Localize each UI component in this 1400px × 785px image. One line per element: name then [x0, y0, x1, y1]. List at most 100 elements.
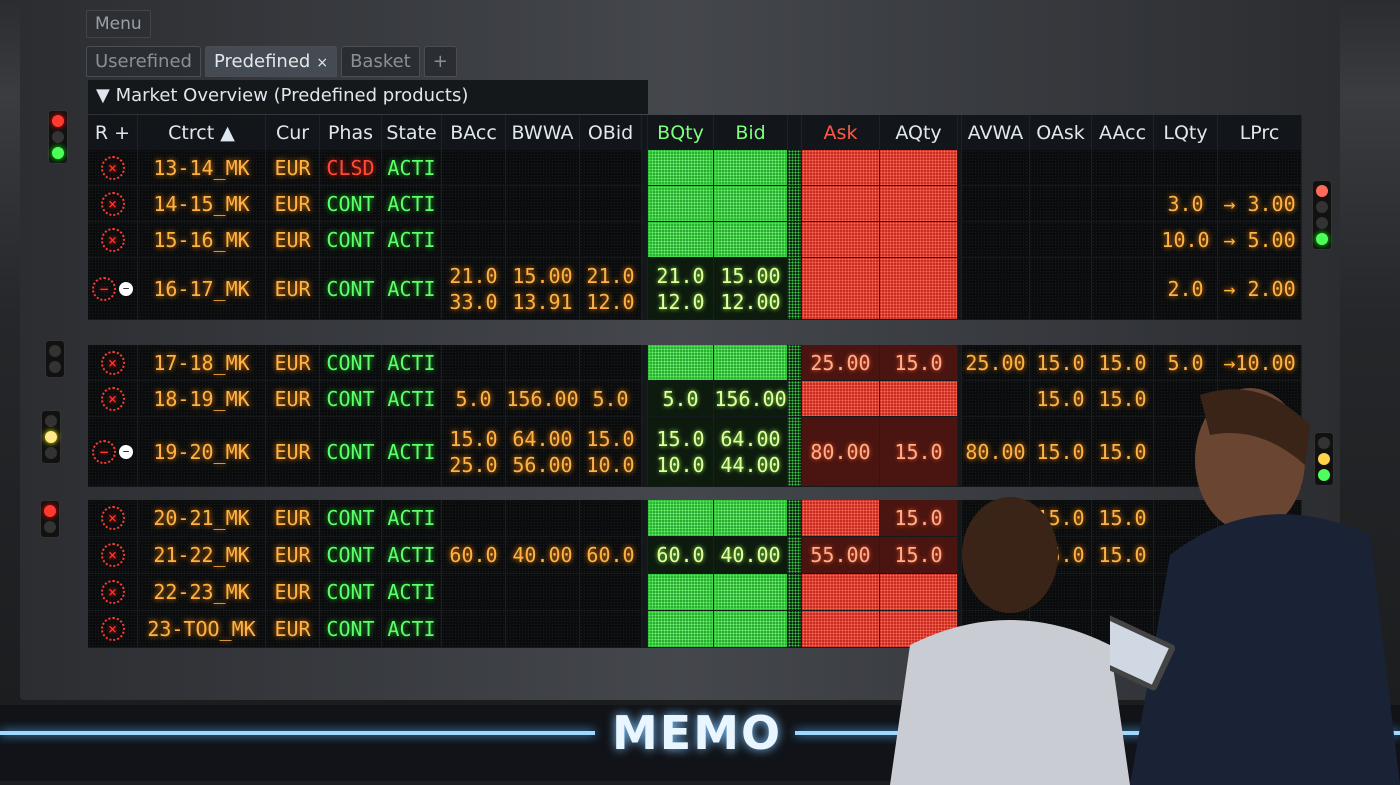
- remove-row-icon[interactable]: ×: [100, 227, 125, 252]
- column-header-r[interactable]: R +: [88, 115, 138, 150]
- menu-button[interactable]: Menu: [86, 10, 151, 38]
- column-header-lprc[interactable]: LPrc: [1218, 115, 1302, 150]
- cell-bwwa: [506, 222, 580, 258]
- tab-userefined[interactable]: Userefined: [86, 46, 201, 77]
- cell-oask: 15.0: [1030, 417, 1092, 487]
- cell-value: 12.00: [720, 289, 781, 314]
- cell-value: 15.0: [1036, 439, 1085, 464]
- cell-value: 55.00: [810, 543, 871, 567]
- cell-r[interactable]: ×: [88, 222, 138, 258]
- cell-r[interactable]: ×: [88, 537, 138, 574]
- cell-r[interactable]: ×: [88, 381, 138, 417]
- memo-logo: MEMO: [612, 706, 783, 760]
- cell-ctrct[interactable]: 23-TOO_MK: [138, 611, 266, 648]
- column-header-bqty[interactable]: BQty: [648, 115, 714, 150]
- cell-bacc: 15.0 25.0: [442, 417, 506, 487]
- collapse-row-icon[interactable]: −: [92, 439, 116, 464]
- cell-ctrct[interactable]: 21-22_MK: [138, 537, 266, 574]
- cell-value: ACTI: [387, 617, 436, 641]
- remove-row-icon[interactable]: ×: [100, 617, 125, 641]
- cell-value: 14-15_MK: [153, 191, 250, 216]
- remove-row-icon[interactable]: ×: [100, 580, 125, 604]
- cell-value: 21.0: [586, 263, 635, 288]
- close-tab-icon[interactable]: ×: [316, 55, 329, 71]
- column-header-bid[interactable]: Bid: [714, 115, 788, 150]
- remove-row-icon[interactable]: ×: [100, 543, 125, 567]
- cell-bacc: [442, 186, 506, 222]
- cell-oask: [1030, 222, 1092, 258]
- cell-value: 80.00: [810, 439, 871, 464]
- remove-row-icon[interactable]: ×: [100, 506, 125, 530]
- remove-row-icon[interactable]: ×: [100, 191, 125, 216]
- cell-value: →10.00: [1223, 350, 1296, 375]
- cell-value: 40.00: [720, 543, 781, 567]
- column-header-oask[interactable]: OAsk: [1030, 115, 1092, 150]
- cell-value: 10.0: [656, 452, 705, 477]
- column-header-aqty[interactable]: AQty: [880, 115, 958, 150]
- column-header-spacer: [788, 115, 802, 150]
- add-tab-button[interactable]: +: [423, 46, 457, 77]
- cell-r[interactable]: ×: [88, 150, 138, 186]
- cell-value: ACTI: [387, 580, 436, 604]
- column-header-cur[interactable]: Cur: [266, 115, 320, 150]
- section-header[interactable]: ▼ Market Overview (Predefined products): [88, 80, 648, 114]
- cell-ctrct[interactable]: 15-16_MK: [138, 222, 266, 258]
- traffic-light-icon: [45, 340, 65, 378]
- tab-label: Predefined: [213, 51, 311, 72]
- column-header-ask[interactable]: Ask: [802, 115, 880, 150]
- cell-value: 12.0: [586, 289, 635, 314]
- column-header-bwwa[interactable]: BWWA: [506, 115, 580, 150]
- cell-value: ACTI: [387, 543, 436, 567]
- cell-value: 15.0: [1098, 439, 1147, 464]
- column-header-state[interactable]: State: [382, 115, 442, 150]
- cell-value: 15.0: [1098, 386, 1147, 411]
- cell-r[interactable]: ×: [88, 345, 138, 381]
- cell-bwwa: 64.00 56.00: [506, 417, 580, 487]
- plus-icon: +: [432, 51, 448, 72]
- column-header-avwa[interactable]: AVWA: [962, 115, 1030, 150]
- cell-r[interactable]: ×: [88, 186, 138, 222]
- cell-ctrct[interactable]: 13-14_MK: [138, 150, 266, 186]
- tab-predefined[interactable]: Predefined ×: [204, 46, 338, 77]
- cell-ctrct[interactable]: 19-20_MK: [138, 417, 266, 487]
- cell-value: 15.0: [894, 350, 943, 375]
- cell-ctrct[interactable]: 17-18_MK: [138, 345, 266, 381]
- cell-spacer: [642, 186, 648, 222]
- cell-oask: [1030, 150, 1092, 186]
- cell-r[interactable]: ×: [88, 611, 138, 648]
- collapse-triangle-icon[interactable]: ▼: [96, 85, 110, 106]
- cell-state: ACTI: [382, 345, 442, 381]
- cell-ctrct[interactable]: 16-17_MK: [138, 258, 266, 320]
- tab-basket[interactable]: Basket: [341, 46, 420, 77]
- column-header-obid[interactable]: OBid: [580, 115, 642, 150]
- cell-ctrct[interactable]: 20-21_MK: [138, 500, 266, 537]
- cell-phas: CLSD: [320, 150, 382, 186]
- cell-ctrct[interactable]: 18-19_MK: [138, 381, 266, 417]
- cell-r[interactable]: − −: [88, 258, 138, 320]
- minus-dot-icon[interactable]: −: [119, 444, 133, 459]
- column-header-aacc[interactable]: AAcc: [1092, 115, 1154, 150]
- minus-dot-icon[interactable]: −: [119, 281, 133, 296]
- cell-value: EUR: [274, 191, 311, 216]
- remove-row-icon[interactable]: ×: [100, 350, 125, 375]
- remove-row-icon[interactable]: ×: [100, 386, 125, 411]
- cell-value: 80.00: [965, 439, 1026, 464]
- column-header-bacc[interactable]: BAcc: [442, 115, 506, 150]
- cell-cur: EUR: [266, 500, 320, 537]
- column-header-phas[interactable]: Phas: [320, 115, 382, 150]
- cell-value: CONT: [326, 350, 375, 375]
- cell-state: ACTI: [382, 611, 442, 648]
- cell-r[interactable]: ×: [88, 500, 138, 537]
- column-header-ctrct[interactable]: Ctrct ▲: [138, 115, 266, 150]
- column-header-lqty[interactable]: LQty: [1154, 115, 1218, 150]
- cell-value: ACTI: [387, 439, 436, 464]
- cell-value: 18-19_MK: [153, 386, 250, 411]
- cell-r[interactable]: − −: [88, 417, 138, 487]
- cell-bwwa: [506, 150, 580, 186]
- remove-row-icon[interactable]: ×: [100, 155, 125, 180]
- cell-obid: [580, 150, 642, 186]
- cell-ctrct[interactable]: 14-15_MK: [138, 186, 266, 222]
- cell-ctrct[interactable]: 22-23_MK: [138, 574, 266, 611]
- collapse-row-icon[interactable]: −: [92, 276, 116, 301]
- cell-r[interactable]: ×: [88, 574, 138, 611]
